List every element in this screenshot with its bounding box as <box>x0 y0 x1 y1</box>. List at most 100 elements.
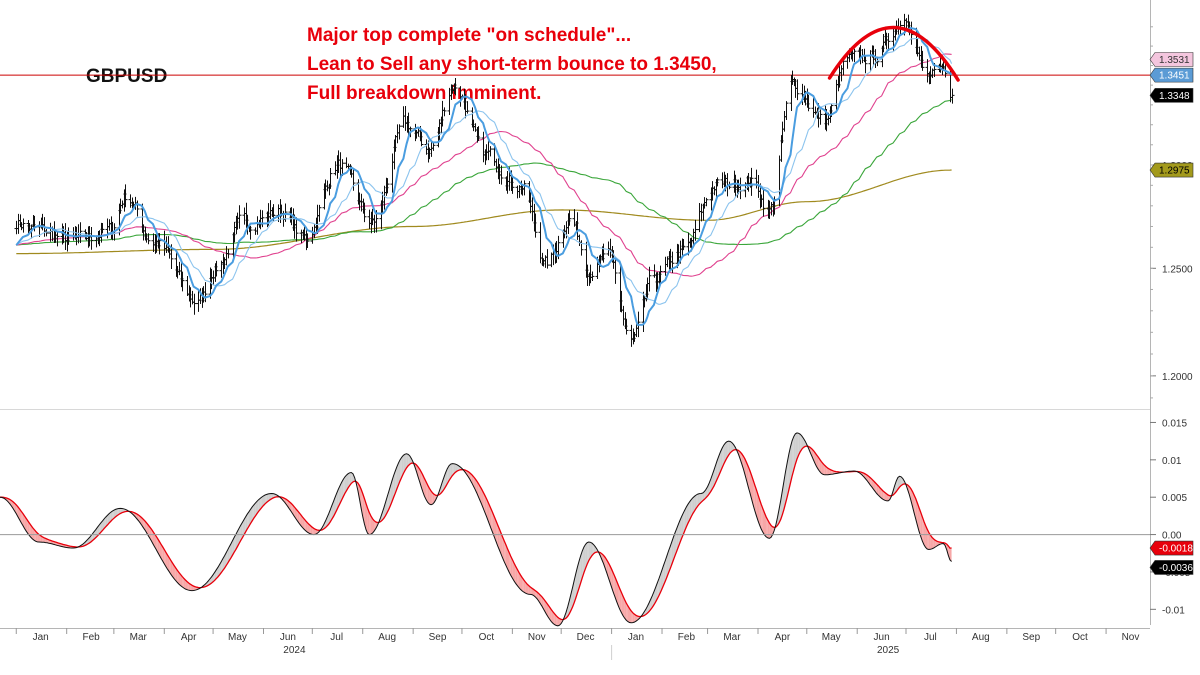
osc-fill-segment <box>245 514 248 532</box>
ohlc-bar <box>317 204 322 222</box>
osc-fill-segment <box>398 459 401 485</box>
osc-fill-segment <box>440 481 443 494</box>
osc-fill-segment <box>756 489 758 521</box>
osc-fill-segment <box>580 550 583 583</box>
ohlc-bar <box>715 177 720 187</box>
month-label: Mar <box>130 632 148 643</box>
osc-fill-segment <box>878 486 880 497</box>
osc-fill-segment <box>551 609 554 624</box>
osc-fill-segment <box>161 544 163 562</box>
annotation-line-3: Full breakdown imminent. <box>307 83 541 104</box>
osc-fill-segment <box>448 464 451 481</box>
ohlc-bar <box>100 222 105 234</box>
ohlc-bar <box>658 265 663 284</box>
osc-fill-segment <box>533 589 536 597</box>
badge-ma50: 1.3531 <box>1149 52 1194 67</box>
ohlc-bar <box>761 188 766 217</box>
osc-fill-segment <box>27 520 30 536</box>
osc-fill-segment <box>169 557 171 575</box>
osc-fill-segment <box>429 488 432 505</box>
osc-fill-segment <box>694 495 697 511</box>
osc-fill-segment <box>823 463 825 475</box>
osc-fill-segment <box>170 560 173 577</box>
osc-fill-segment <box>392 475 394 502</box>
osc-fill-segment <box>494 517 497 542</box>
badge-last-price: 1.3348 <box>1149 88 1194 103</box>
osc-fill-segment <box>257 499 259 514</box>
osc-fill-segment <box>884 492 887 501</box>
osc-fill-segment <box>115 508 118 517</box>
ohlc-bar <box>488 146 493 157</box>
ohlc-bar <box>226 248 231 259</box>
osc-fill-segment <box>886 493 889 501</box>
osc-fill-segment <box>162 546 165 564</box>
price-plot <box>0 13 1150 347</box>
top-arc <box>827 25 960 82</box>
osc-fill-segment <box>22 513 25 529</box>
osc-fill-segment <box>234 534 236 553</box>
osc-fill-segment <box>522 577 524 593</box>
osc-fill-segment <box>702 491 705 501</box>
osc-fill-segment <box>296 508 298 522</box>
osc-fill-segment <box>434 494 436 503</box>
osc-fill-segment <box>118 508 121 515</box>
month-label: Oct <box>479 632 495 643</box>
osc-fill-segment <box>339 482 342 504</box>
osc-fill-segment <box>108 512 111 524</box>
month-label: Feb <box>678 632 696 643</box>
osc-fill-segment <box>928 532 931 550</box>
osc-fill-segment <box>553 611 555 625</box>
osc-fill-segment <box>159 541 162 559</box>
ohlc-bar <box>601 243 606 263</box>
osc-fill-segment <box>268 493 271 501</box>
ohlc-bar <box>214 260 219 277</box>
osc-fill-segment <box>740 451 742 464</box>
osc-fill-segment <box>351 472 353 484</box>
osc-fill-segment <box>527 583 529 595</box>
osc-fill-segment <box>925 525 928 549</box>
month-label: Apr <box>181 632 197 643</box>
osc-fill-segment <box>307 522 310 534</box>
osc-fill-segment <box>569 594 571 614</box>
osc-fill-segment <box>876 484 879 496</box>
osc-fill-segment <box>557 617 560 626</box>
osc-fill-segment <box>759 499 762 530</box>
osc-fill-segment <box>300 514 303 528</box>
osc-fill-segment <box>613 572 615 597</box>
price-labels: 1.3531 1.3451 1.3348 1.2975 -0.0018 -0.0036 <box>1149 52 1194 575</box>
osc-fill-segment <box>548 605 550 620</box>
osc-fill-segment <box>403 454 406 474</box>
osc-fill-segment <box>367 508 370 535</box>
osc-fill-segment <box>883 491 885 501</box>
ma-100-line <box>16 99 952 246</box>
badge-resistance: 1.3451 <box>1149 67 1194 83</box>
month-label: Jan <box>33 632 49 643</box>
osc-fill-segment <box>492 513 495 538</box>
osc-fill-segment <box>512 559 515 581</box>
osc-fill-segment <box>165 552 168 570</box>
osc-fill-segment <box>154 533 157 550</box>
month-label: Jun <box>280 632 296 643</box>
osc-fill-segment <box>663 560 666 586</box>
osc-signal-line <box>0 445 952 621</box>
osc-fill-segment <box>372 518 375 534</box>
osc-fill-segment <box>546 602 549 618</box>
osc-fill-segment <box>180 574 183 587</box>
osc-fill-segment <box>590 542 593 558</box>
osc-fill-segment <box>401 455 404 477</box>
month-label: Feb <box>82 632 100 643</box>
osc-fill-segment <box>219 561 222 575</box>
osc-fill-segment <box>310 525 313 535</box>
osc-fill-segment <box>242 519 244 538</box>
osc-fill-segment <box>556 615 558 626</box>
osc-fill-segment <box>764 512 767 537</box>
ohlc-bar <box>351 168 356 191</box>
osc-fill-segment <box>627 605 630 623</box>
osc-fill-segment <box>453 463 456 474</box>
osc-fill-segment <box>577 561 580 594</box>
osc-fill-segment <box>395 466 397 494</box>
osc-fill-segment <box>530 586 532 595</box>
osc-fill-segment <box>875 482 877 494</box>
osc-fill-segment <box>232 537 235 556</box>
osc-fill-segment <box>587 542 589 565</box>
